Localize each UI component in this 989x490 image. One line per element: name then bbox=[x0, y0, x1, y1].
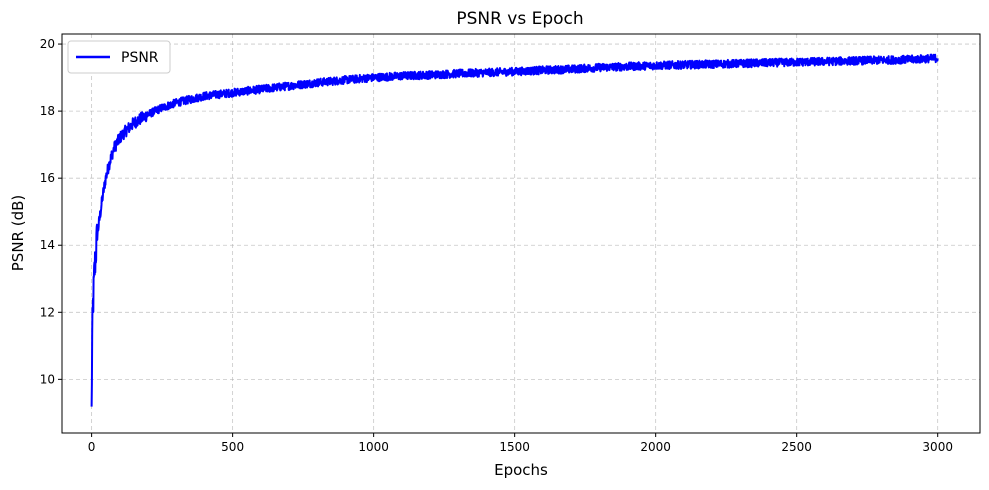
y-axis-label: PSNR (dB) bbox=[9, 195, 27, 272]
x-axis-label: Epochs bbox=[494, 461, 548, 479]
y-tick-label: 16 bbox=[40, 171, 55, 185]
x-tick-label: 2000 bbox=[640, 440, 671, 454]
axis-ticks: 0 500 1000 1500 2000 2500 3000 10 12 14 16 18 20 bbox=[40, 37, 953, 454]
grid-lines bbox=[62, 34, 980, 433]
x-tick-label: 1000 bbox=[358, 440, 389, 454]
legend-box bbox=[67, 40, 171, 74]
x-tick-label: 2500 bbox=[781, 440, 812, 454]
x-tick-label: 3000 bbox=[922, 440, 953, 454]
legend: PSNR bbox=[67, 40, 171, 74]
data-layer bbox=[90, 53, 939, 407]
legend-label-psnr: PSNR bbox=[121, 50, 159, 66]
y-tick-label: 20 bbox=[40, 37, 55, 51]
y-tick-label: 12 bbox=[40, 305, 55, 319]
y-tick-label: 14 bbox=[40, 238, 55, 252]
y-tick-label: 18 bbox=[40, 104, 55, 118]
y-tick-label: 10 bbox=[40, 372, 55, 386]
x-tick-label: 500 bbox=[221, 440, 244, 454]
x-tick-label: 1500 bbox=[499, 440, 530, 454]
series-line-psnr bbox=[90, 53, 939, 407]
chart-title: PSNR vs Epoch bbox=[456, 9, 583, 29]
plot-frame bbox=[61, 33, 981, 434]
x-tick-label: 0 bbox=[88, 440, 96, 454]
